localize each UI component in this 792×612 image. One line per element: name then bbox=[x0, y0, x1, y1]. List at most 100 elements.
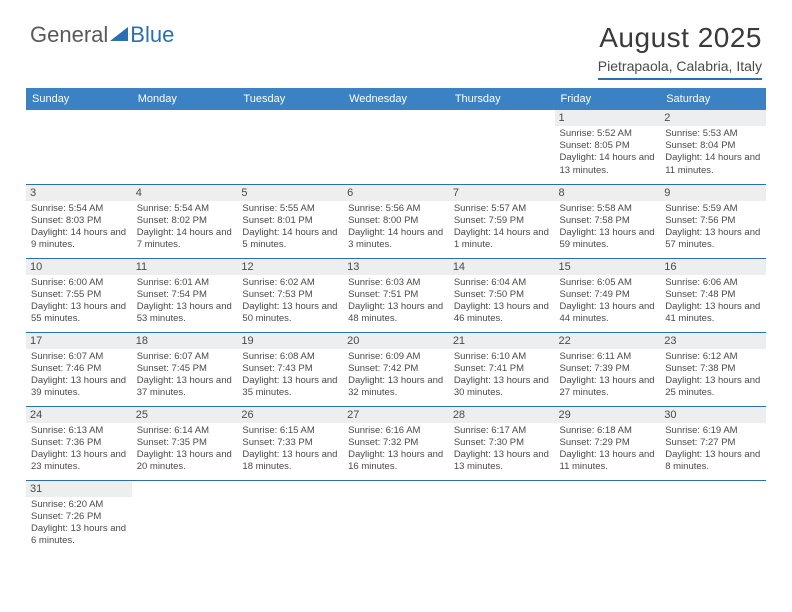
daylight-text: Daylight: 14 hours and 7 minutes. bbox=[137, 227, 233, 251]
calendar-cell: 2Sunrise: 5:53 AMSunset: 8:04 PMDaylight… bbox=[660, 110, 766, 184]
day-number: 13 bbox=[343, 259, 449, 275]
day-number: 30 bbox=[660, 407, 766, 423]
calendar-table: Sunday Monday Tuesday Wednesday Thursday… bbox=[26, 88, 766, 554]
sunrise-text: Sunrise: 6:11 AM bbox=[560, 351, 656, 363]
calendar-cell bbox=[26, 110, 132, 184]
calendar-cell bbox=[343, 480, 449, 554]
sunset-text: Sunset: 7:39 PM bbox=[560, 363, 656, 375]
daylight-text: Daylight: 13 hours and 18 minutes. bbox=[242, 449, 338, 473]
calendar-row: 1Sunrise: 5:52 AMSunset: 8:05 PMDaylight… bbox=[26, 110, 766, 184]
calendar-cell: 6Sunrise: 5:56 AMSunset: 8:00 PMDaylight… bbox=[343, 184, 449, 258]
day-number: 27 bbox=[343, 407, 449, 423]
day-number: 28 bbox=[449, 407, 555, 423]
sunrise-text: Sunrise: 5:54 AM bbox=[31, 203, 127, 215]
calendar-cell bbox=[555, 480, 661, 554]
calendar-cell: 24Sunrise: 6:13 AMSunset: 7:36 PMDayligh… bbox=[26, 406, 132, 480]
daylight-text: Daylight: 14 hours and 5 minutes. bbox=[242, 227, 338, 251]
cell-body: Sunrise: 5:54 AMSunset: 8:02 PMDaylight:… bbox=[137, 203, 233, 252]
sunset-text: Sunset: 7:58 PM bbox=[560, 215, 656, 227]
sunrise-text: Sunrise: 5:59 AM bbox=[665, 203, 761, 215]
calendar-cell: 5Sunrise: 5:55 AMSunset: 8:01 PMDaylight… bbox=[237, 184, 343, 258]
daylight-text: Daylight: 13 hours and 23 minutes. bbox=[31, 449, 127, 473]
calendar-cell: 20Sunrise: 6:09 AMSunset: 7:42 PMDayligh… bbox=[343, 332, 449, 406]
day-number: 17 bbox=[26, 333, 132, 349]
day-number: 19 bbox=[237, 333, 343, 349]
title-block: August 2025 Pietrapaola, Calabria, Italy bbox=[598, 22, 762, 80]
page-header: GeneralBlue August 2025 Pietrapaola, Cal… bbox=[0, 0, 792, 88]
daylight-text: Daylight: 13 hours and 32 minutes. bbox=[348, 375, 444, 399]
calendar-cell bbox=[237, 480, 343, 554]
sunrise-text: Sunrise: 6:00 AM bbox=[31, 277, 127, 289]
daylight-text: Daylight: 13 hours and 53 minutes. bbox=[137, 301, 233, 325]
sunset-text: Sunset: 7:45 PM bbox=[137, 363, 233, 375]
sunrise-text: Sunrise: 5:54 AM bbox=[137, 203, 233, 215]
calendar-cell: 9Sunrise: 5:59 AMSunset: 7:56 PMDaylight… bbox=[660, 184, 766, 258]
day-number: 26 bbox=[237, 407, 343, 423]
cell-body: Sunrise: 6:20 AMSunset: 7:26 PMDaylight:… bbox=[31, 499, 127, 548]
weekday-header: Thursday bbox=[449, 88, 555, 110]
sunset-text: Sunset: 7:27 PM bbox=[665, 437, 761, 449]
sunset-text: Sunset: 8:03 PM bbox=[31, 215, 127, 227]
weekday-header-row: Sunday Monday Tuesday Wednesday Thursday… bbox=[26, 88, 766, 110]
daylight-text: Daylight: 13 hours and 57 minutes. bbox=[665, 227, 761, 251]
cell-body: Sunrise: 5:54 AMSunset: 8:03 PMDaylight:… bbox=[31, 203, 127, 252]
day-number: 8 bbox=[555, 185, 661, 201]
logo-text-1: General bbox=[30, 22, 108, 48]
day-number: 2 bbox=[660, 110, 766, 126]
day-number: 1 bbox=[555, 110, 661, 126]
sunset-text: Sunset: 8:01 PM bbox=[242, 215, 338, 227]
calendar-cell: 19Sunrise: 6:08 AMSunset: 7:43 PMDayligh… bbox=[237, 332, 343, 406]
calendar-cell: 11Sunrise: 6:01 AMSunset: 7:54 PMDayligh… bbox=[132, 258, 238, 332]
calendar-cell: 1Sunrise: 5:52 AMSunset: 8:05 PMDaylight… bbox=[555, 110, 661, 184]
sunrise-text: Sunrise: 6:10 AM bbox=[454, 351, 550, 363]
calendar-row: 31 Sunrise: 6:20 AMSunset: 7:26 PMDayligh… bbox=[26, 480, 766, 554]
sunset-text: Sunset: 7:43 PM bbox=[242, 363, 338, 375]
sunset-text: Sunset: 7:26 PM bbox=[31, 511, 127, 523]
cell-body: Sunrise: 6:05 AMSunset: 7:49 PMDaylight:… bbox=[560, 277, 656, 326]
calendar-cell: 28Sunrise: 6:17 AMSunset: 7:30 PMDayligh… bbox=[449, 406, 555, 480]
day-number: 22 bbox=[555, 333, 661, 349]
calendar-cell bbox=[132, 110, 238, 184]
day-number: 24 bbox=[26, 407, 132, 423]
sunset-text: Sunset: 7:33 PM bbox=[242, 437, 338, 449]
sunset-text: Sunset: 8:04 PM bbox=[665, 140, 761, 152]
sunrise-text: Sunrise: 6:19 AM bbox=[665, 425, 761, 437]
sunrise-text: Sunrise: 6:07 AM bbox=[31, 351, 127, 363]
calendar-cell: 27Sunrise: 6:16 AMSunset: 7:32 PMDayligh… bbox=[343, 406, 449, 480]
sunrise-text: Sunrise: 6:03 AM bbox=[348, 277, 444, 289]
weekday-header: Saturday bbox=[660, 88, 766, 110]
calendar-cell: 23Sunrise: 6:12 AMSunset: 7:38 PMDayligh… bbox=[660, 332, 766, 406]
month-title: August 2025 bbox=[598, 22, 762, 54]
sunset-text: Sunset: 8:05 PM bbox=[560, 140, 656, 152]
sunset-text: Sunset: 7:50 PM bbox=[454, 289, 550, 301]
daylight-text: Daylight: 13 hours and 11 minutes. bbox=[560, 449, 656, 473]
day-number: 31 bbox=[26, 481, 132, 497]
daylight-text: Daylight: 13 hours and 13 minutes. bbox=[454, 449, 550, 473]
daylight-text: Daylight: 13 hours and 55 minutes. bbox=[31, 301, 127, 325]
calendar-cell: 13Sunrise: 6:03 AMSunset: 7:51 PMDayligh… bbox=[343, 258, 449, 332]
logo-sail-icon bbox=[110, 27, 128, 41]
cell-body: Sunrise: 6:04 AMSunset: 7:50 PMDaylight:… bbox=[454, 277, 550, 326]
calendar-cell: 8Sunrise: 5:58 AMSunset: 7:58 PMDaylight… bbox=[555, 184, 661, 258]
cell-body: Sunrise: 5:59 AMSunset: 7:56 PMDaylight:… bbox=[665, 203, 761, 252]
calendar-cell: 30Sunrise: 6:19 AMSunset: 7:27 PMDayligh… bbox=[660, 406, 766, 480]
sunset-text: Sunset: 7:41 PM bbox=[454, 363, 550, 375]
sunrise-text: Sunrise: 5:58 AM bbox=[560, 203, 656, 215]
day-number: 10 bbox=[26, 259, 132, 275]
sunset-text: Sunset: 7:46 PM bbox=[31, 363, 127, 375]
weekday-header: Sunday bbox=[26, 88, 132, 110]
day-number: 16 bbox=[660, 259, 766, 275]
day-number: 11 bbox=[132, 259, 238, 275]
sunrise-text: Sunrise: 5:56 AM bbox=[348, 203, 444, 215]
cell-body: Sunrise: 6:11 AMSunset: 7:39 PMDaylight:… bbox=[560, 351, 656, 400]
calendar-cell: 21Sunrise: 6:10 AMSunset: 7:41 PMDayligh… bbox=[449, 332, 555, 406]
calendar-cell: 4Sunrise: 5:54 AMSunset: 8:02 PMDaylight… bbox=[132, 184, 238, 258]
calendar-cell bbox=[343, 110, 449, 184]
sunrise-text: Sunrise: 5:53 AM bbox=[665, 128, 761, 140]
daylight-text: Daylight: 13 hours and 30 minutes. bbox=[454, 375, 550, 399]
daylight-text: Daylight: 13 hours and 25 minutes. bbox=[665, 375, 761, 399]
calendar-cell: 25Sunrise: 6:14 AMSunset: 7:35 PMDayligh… bbox=[132, 406, 238, 480]
sunset-text: Sunset: 7:38 PM bbox=[665, 363, 761, 375]
sunrise-text: Sunrise: 6:12 AM bbox=[665, 351, 761, 363]
sunrise-text: Sunrise: 5:55 AM bbox=[242, 203, 338, 215]
